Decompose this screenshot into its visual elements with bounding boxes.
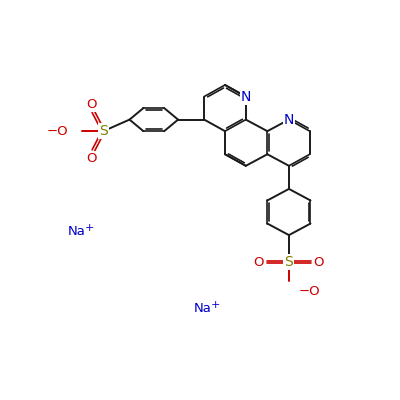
Text: O: O (86, 98, 97, 111)
Text: O: O (254, 256, 264, 268)
Text: Na: Na (194, 302, 211, 315)
Text: S: S (284, 255, 293, 269)
Text: O: O (86, 152, 97, 165)
Text: +: + (85, 223, 94, 233)
Text: O: O (314, 256, 324, 268)
Text: −O: −O (298, 285, 320, 298)
Text: S: S (99, 124, 108, 138)
Text: Na: Na (68, 225, 86, 238)
Text: N: N (284, 113, 294, 127)
Text: −O: −O (46, 125, 68, 138)
Text: N: N (241, 90, 251, 104)
Text: +: + (210, 300, 220, 310)
